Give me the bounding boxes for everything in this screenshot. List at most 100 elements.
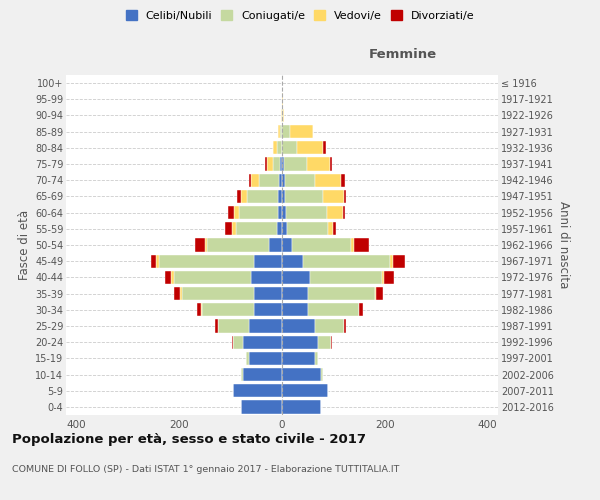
Bar: [298, 141, 323, 154]
Bar: [254, 254, 282, 268]
Bar: [205, 238, 208, 252]
Bar: [292, 238, 352, 252]
Bar: [218, 320, 248, 332]
Bar: [228, 206, 234, 220]
Bar: [244, 368, 282, 381]
Bar: [248, 320, 282, 332]
Bar: [241, 190, 247, 203]
Bar: [359, 303, 363, 316]
Bar: [278, 206, 282, 220]
Bar: [376, 287, 383, 300]
Bar: [310, 270, 382, 284]
Bar: [283, 109, 284, 122]
Bar: [382, 270, 384, 284]
Bar: [241, 368, 244, 381]
Bar: [277, 222, 282, 235]
Bar: [282, 222, 287, 235]
Bar: [282, 125, 290, 138]
Bar: [282, 287, 308, 300]
Bar: [248, 174, 251, 187]
Bar: [174, 287, 180, 300]
Y-axis label: Fasce di età: Fasce di età: [17, 210, 31, 280]
Bar: [282, 303, 308, 316]
Bar: [281, 109, 282, 122]
Y-axis label: Anni di nascita: Anni di nascita: [557, 202, 571, 288]
Text: Femmine: Femmine: [369, 48, 437, 62]
Bar: [278, 190, 282, 203]
Bar: [374, 287, 376, 300]
Bar: [308, 303, 359, 316]
Bar: [323, 141, 326, 154]
Bar: [251, 270, 282, 284]
Bar: [182, 287, 254, 300]
Bar: [343, 206, 345, 220]
Bar: [165, 270, 172, 284]
Bar: [237, 190, 241, 203]
Bar: [233, 336, 244, 349]
Bar: [334, 222, 336, 235]
Bar: [208, 238, 269, 252]
Bar: [247, 190, 278, 203]
Bar: [174, 270, 251, 284]
Bar: [280, 125, 282, 138]
Bar: [259, 174, 280, 187]
Bar: [344, 320, 346, 332]
Bar: [215, 320, 218, 332]
Bar: [280, 158, 282, 170]
Bar: [286, 206, 327, 220]
Bar: [273, 158, 280, 170]
Bar: [282, 174, 284, 187]
Bar: [233, 384, 282, 398]
Bar: [282, 400, 320, 413]
Bar: [241, 400, 282, 413]
Bar: [282, 141, 298, 154]
Bar: [282, 352, 316, 365]
Bar: [254, 303, 282, 316]
Bar: [341, 174, 345, 187]
Text: COMUNE DI FOLLO (SP) - Dati ISTAT 1° gennaio 2017 - Elaborazione TUTTITALIA.IT: COMUNE DI FOLLO (SP) - Dati ISTAT 1° gen…: [12, 466, 400, 474]
Bar: [194, 238, 205, 252]
Bar: [246, 352, 248, 365]
Bar: [248, 352, 282, 365]
Bar: [232, 222, 236, 235]
Bar: [201, 303, 202, 316]
Bar: [284, 174, 316, 187]
Bar: [239, 206, 278, 220]
Legend: Celibi/Nubili, Coniugati/e, Vedovi/e, Divorziati/e: Celibi/Nubili, Coniugati/e, Vedovi/e, Di…: [124, 8, 476, 23]
Bar: [172, 270, 174, 284]
Bar: [232, 336, 233, 349]
Bar: [302, 254, 390, 268]
Bar: [284, 190, 323, 203]
Bar: [282, 206, 286, 220]
Bar: [197, 303, 201, 316]
Bar: [354, 238, 370, 252]
Bar: [331, 336, 332, 349]
Bar: [284, 158, 307, 170]
Bar: [282, 238, 292, 252]
Bar: [316, 320, 344, 332]
Bar: [316, 352, 318, 365]
Bar: [156, 254, 158, 268]
Bar: [328, 222, 334, 235]
Bar: [202, 303, 254, 316]
Bar: [158, 254, 254, 268]
Bar: [244, 336, 282, 349]
Bar: [320, 368, 323, 381]
Bar: [344, 190, 346, 203]
Text: Popolazione per età, sesso e stato civile - 2017: Popolazione per età, sesso e stato civil…: [12, 432, 366, 446]
Bar: [180, 287, 182, 300]
Bar: [277, 141, 282, 154]
Bar: [282, 254, 302, 268]
Bar: [352, 238, 354, 252]
Bar: [390, 254, 392, 268]
Bar: [278, 125, 280, 138]
Bar: [280, 174, 282, 187]
Bar: [318, 336, 331, 349]
Bar: [327, 206, 343, 220]
Bar: [287, 222, 328, 235]
Bar: [254, 287, 282, 300]
Bar: [282, 92, 283, 106]
Bar: [251, 174, 259, 187]
Bar: [226, 222, 232, 235]
Bar: [307, 158, 330, 170]
